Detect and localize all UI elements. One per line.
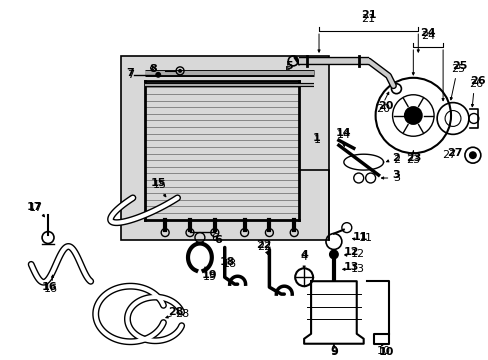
Text: 28: 28 (175, 309, 189, 319)
Circle shape (403, 106, 422, 125)
Text: 27: 27 (447, 148, 462, 158)
Text: 5: 5 (285, 61, 292, 71)
Text: 20: 20 (376, 104, 390, 113)
Text: 9: 9 (329, 347, 337, 357)
Text: 18: 18 (220, 257, 235, 267)
Text: 2: 2 (393, 155, 400, 165)
Text: 22: 22 (257, 243, 271, 252)
Text: 12: 12 (344, 247, 359, 257)
Text: 21: 21 (361, 14, 375, 24)
Text: 1: 1 (313, 135, 321, 145)
Text: 13: 13 (350, 264, 364, 274)
Text: 16: 16 (44, 284, 58, 294)
Text: 23: 23 (406, 155, 420, 165)
Text: 26: 26 (468, 79, 482, 89)
Text: 8: 8 (149, 64, 157, 74)
Text: 3: 3 (392, 170, 400, 180)
Text: 24: 24 (420, 28, 435, 38)
Text: 13: 13 (344, 262, 359, 272)
Text: 6: 6 (213, 234, 221, 244)
Text: 18: 18 (222, 259, 236, 269)
Text: 20: 20 (377, 100, 392, 111)
Text: 25: 25 (450, 64, 464, 74)
Text: 15: 15 (150, 178, 165, 188)
Text: 28: 28 (168, 307, 183, 317)
Text: 15: 15 (153, 180, 167, 190)
Text: 8: 8 (148, 66, 156, 76)
Text: 5: 5 (284, 66, 291, 76)
Text: 10: 10 (378, 347, 393, 357)
Text: 24: 24 (420, 31, 434, 41)
Text: 19: 19 (202, 270, 217, 280)
Circle shape (468, 151, 476, 159)
Text: 19: 19 (203, 272, 217, 282)
Text: 7: 7 (126, 68, 134, 78)
Circle shape (328, 249, 338, 260)
Text: 22: 22 (255, 240, 271, 251)
Text: 17: 17 (26, 202, 42, 212)
Text: 27: 27 (441, 150, 455, 160)
Text: 4: 4 (300, 251, 307, 260)
Text: 14: 14 (335, 129, 351, 138)
Text: 16: 16 (41, 282, 57, 292)
Text: 6: 6 (211, 233, 218, 243)
Text: 25: 25 (451, 61, 467, 71)
Text: 26: 26 (469, 76, 485, 86)
Text: 11: 11 (352, 231, 368, 242)
Text: 1: 1 (312, 133, 320, 143)
Text: 10: 10 (376, 346, 390, 356)
Text: 7: 7 (126, 70, 134, 80)
Text: 3: 3 (393, 173, 400, 183)
Text: 9: 9 (330, 346, 337, 356)
Circle shape (155, 72, 161, 78)
Bar (120, 56, 328, 239)
Text: 4: 4 (300, 252, 307, 262)
Circle shape (178, 69, 182, 73)
Text: 14: 14 (336, 130, 350, 140)
Text: 12: 12 (350, 249, 364, 260)
Text: 21: 21 (360, 10, 376, 20)
Text: 2: 2 (392, 153, 400, 163)
Text: 17: 17 (29, 203, 43, 213)
Text: 23: 23 (405, 153, 420, 163)
Text: 11: 11 (358, 233, 372, 243)
